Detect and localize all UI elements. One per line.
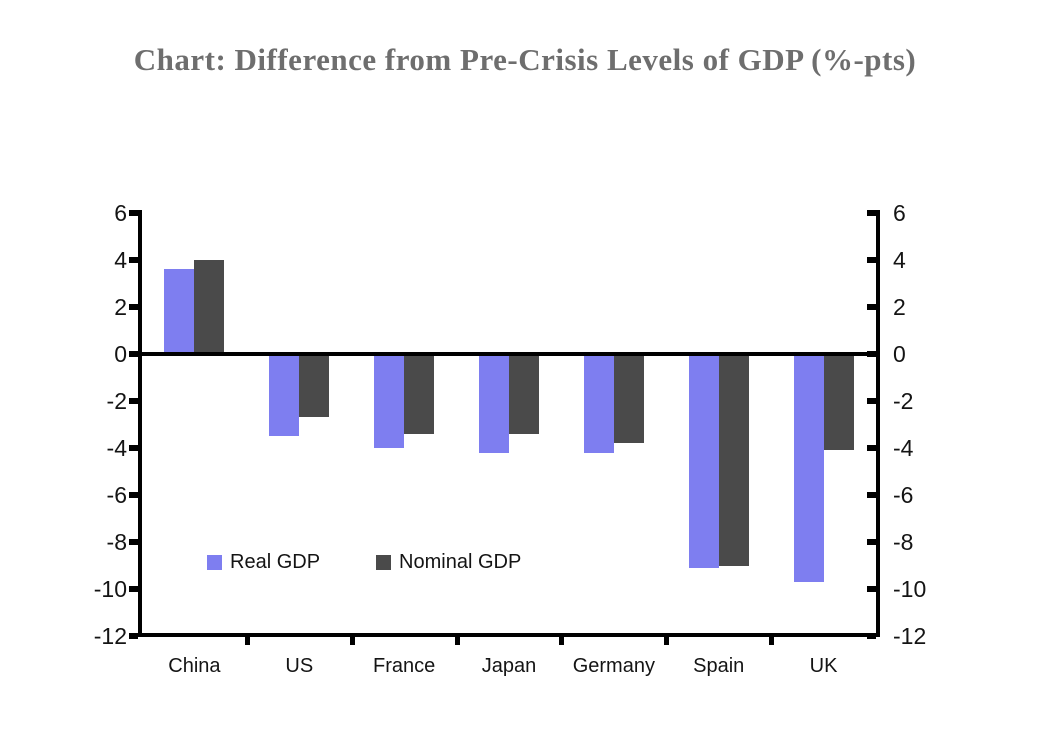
bar-nominal-gdp-japan [509, 354, 539, 434]
bar-nominal-gdp-germany [613, 354, 644, 444]
y-tick-label-left--10: -10 [93, 576, 127, 602]
y-tick-mark-left [129, 586, 138, 592]
bar-nominal-gdp-uk [823, 354, 854, 451]
x-tick-mark [664, 637, 670, 645]
y-tick-label-right--8: -8 [893, 529, 914, 555]
real-gdp-swatch-icon [207, 555, 222, 570]
y-tick-mark-left [129, 398, 138, 404]
chart-title: Chart: Difference from Pre-Crisis Levels… [133, 42, 917, 77]
y-tick-label-right--10: -10 [893, 576, 927, 602]
y-tick-label-right--6: -6 [893, 482, 914, 508]
y-tick-mark-right [867, 257, 876, 263]
y-tick-label-left--8: -8 [106, 529, 127, 555]
y-tick-mark-left [129, 257, 138, 263]
y-tick-mark-right [867, 586, 876, 592]
y-tick-label-right-0: 0 [893, 341, 906, 367]
y-tick-label-right-4: 4 [893, 247, 906, 273]
y-tick-label-left-0: 0 [114, 341, 127, 367]
x-axis-line [138, 633, 880, 637]
y-axis-left-line [138, 210, 142, 637]
y-tick-mark-left [129, 304, 138, 310]
y-tick-label-left--6: -6 [106, 482, 127, 508]
y-tick-mark-right [867, 304, 876, 310]
legend-item-real-gdp: Real GDP [207, 551, 320, 574]
y-axis-right-line [876, 210, 880, 637]
x-tick-mark [349, 637, 355, 645]
y-tick-mark-left [129, 351, 138, 357]
y-tick-label-right-2: 2 [893, 294, 906, 320]
bar-real-gdp-uk [793, 354, 824, 582]
bar-real-gdp-germany [583, 354, 614, 453]
legend-item-nominal-gdp: Nominal GDP [376, 551, 521, 574]
y-tick-label-left--12: -12 [93, 623, 127, 649]
bar-nominal-gdp-china [194, 260, 225, 354]
y-tick-mark-left [129, 445, 138, 451]
y-tick-label-left-2: 2 [114, 294, 127, 320]
y-tick-label-left-4: 4 [114, 247, 127, 273]
y-tick-label-left-6: 6 [114, 200, 127, 226]
bar-nominal-gdp-france [404, 354, 435, 434]
bar-nominal-gdp-spain [718, 354, 749, 566]
x-category-label-japan: Japan [481, 655, 537, 677]
y-tick-label-right--4: -4 [893, 435, 914, 461]
x-tick-mark [244, 637, 250, 645]
bar-real-gdp-us [269, 354, 300, 437]
y-tick-mark-right [867, 539, 876, 545]
x-tick-mark [769, 637, 775, 645]
y-tick-label-right--2: -2 [893, 388, 914, 414]
x-category-label-us: US [285, 655, 314, 677]
y-tick-label-left--4: -4 [106, 435, 127, 461]
x-category-label-china: China [168, 655, 221, 677]
y-tick-label-right--12: -12 [893, 623, 927, 649]
x-tick-mark [454, 637, 460, 645]
x-category-label-uk: UK [809, 655, 838, 677]
legend-label-nominal-gdp: Nominal GDP [399, 551, 522, 573]
bar-real-gdp-japan [479, 354, 509, 453]
x-tick-mark [559, 637, 565, 645]
y-tick-mark-right [867, 398, 876, 404]
nominal-gdp-swatch-icon [376, 555, 392, 570]
y-tick-mark-right [867, 210, 876, 216]
y-tick-mark-right [867, 633, 876, 639]
legend-label-real-gdp: Real GDP [230, 551, 321, 573]
bar-real-gdp-china [164, 269, 195, 354]
x-category-label-spain: Spain [693, 655, 745, 677]
y-tick-label-right-6: 6 [893, 200, 906, 226]
y-tick-mark-left [129, 492, 138, 498]
bar-nominal-gdp-us [299, 354, 330, 418]
bar-real-gdp-spain [688, 354, 719, 568]
y-tick-mark-right [867, 445, 876, 451]
y-tick-mark-left [129, 633, 138, 639]
x-category-label-germany: Germany [572, 655, 655, 677]
y-tick-mark-left [129, 539, 138, 545]
legend: Real GDP Nominal GDP [207, 551, 521, 574]
y-tick-label-left--2: -2 [106, 388, 127, 414]
y-tick-mark-right [867, 492, 876, 498]
bar-real-gdp-france [374, 354, 405, 448]
x-category-label-france: France [373, 655, 436, 677]
zero-baseline [142, 352, 876, 356]
y-tick-mark-left [129, 210, 138, 216]
